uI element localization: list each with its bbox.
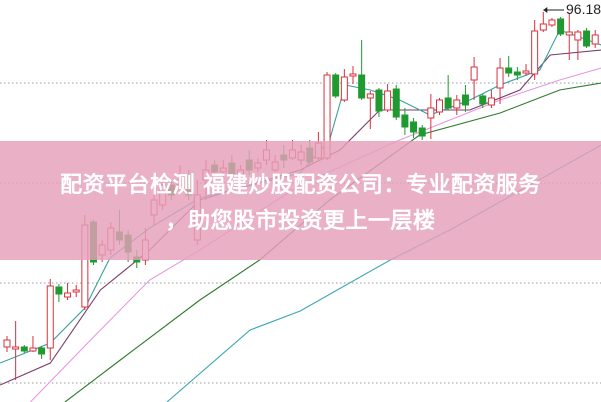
candle-body	[479, 95, 487, 105]
candle-body	[548, 19, 556, 26]
title-banner: 配资平台检测 福建炒股配资公司：专业配资服务 ，助您股市投资更上一层楼	[0, 141, 601, 260]
candle-body	[29, 347, 37, 352]
candle-body	[531, 30, 539, 75]
candle-body	[358, 74, 366, 99]
candle-body	[375, 89, 383, 112]
candle-body	[591, 34, 599, 45]
candle-body	[366, 93, 374, 99]
candle-body	[565, 31, 573, 36]
candle-body	[470, 66, 478, 81]
max-label-arrow-icon	[543, 7, 548, 13]
candle-body	[349, 73, 357, 77]
candle-body	[539, 23, 547, 31]
candle-body	[384, 90, 392, 111]
candle-body	[583, 30, 591, 47]
max-price-label: 96.18	[566, 1, 601, 17]
candle-body	[522, 70, 530, 74]
candle-body	[418, 127, 426, 137]
candle-body	[513, 71, 521, 76]
candle-body	[487, 97, 495, 106]
candle-body	[401, 114, 409, 128]
candle-body	[453, 99, 461, 109]
candle-body	[64, 292, 72, 298]
candle-body	[72, 289, 80, 293]
candle-body	[12, 346, 20, 350]
candle-body	[20, 346, 28, 352]
candle-body	[436, 99, 443, 113]
candle-body	[496, 67, 504, 89]
candle-body	[392, 88, 400, 118]
candle-body	[461, 94, 469, 106]
candle-body	[557, 18, 565, 35]
candle-body	[574, 31, 582, 41]
title-line-2: ，助您股市投资更上一层楼	[165, 209, 436, 234]
candle-body	[3, 339, 11, 348]
candle-body	[340, 76, 348, 101]
candle-body	[55, 286, 63, 295]
candle-body	[444, 97, 452, 109]
candle-body	[38, 347, 46, 355]
candle-body	[427, 107, 435, 119]
candle-body	[505, 67, 513, 74]
candle-body	[46, 285, 54, 349]
title-line-1: 配资平台检测 福建炒股配资公司：专业配资服务	[60, 173, 541, 198]
candle-body	[332, 74, 340, 97]
candle-body	[410, 121, 418, 133]
